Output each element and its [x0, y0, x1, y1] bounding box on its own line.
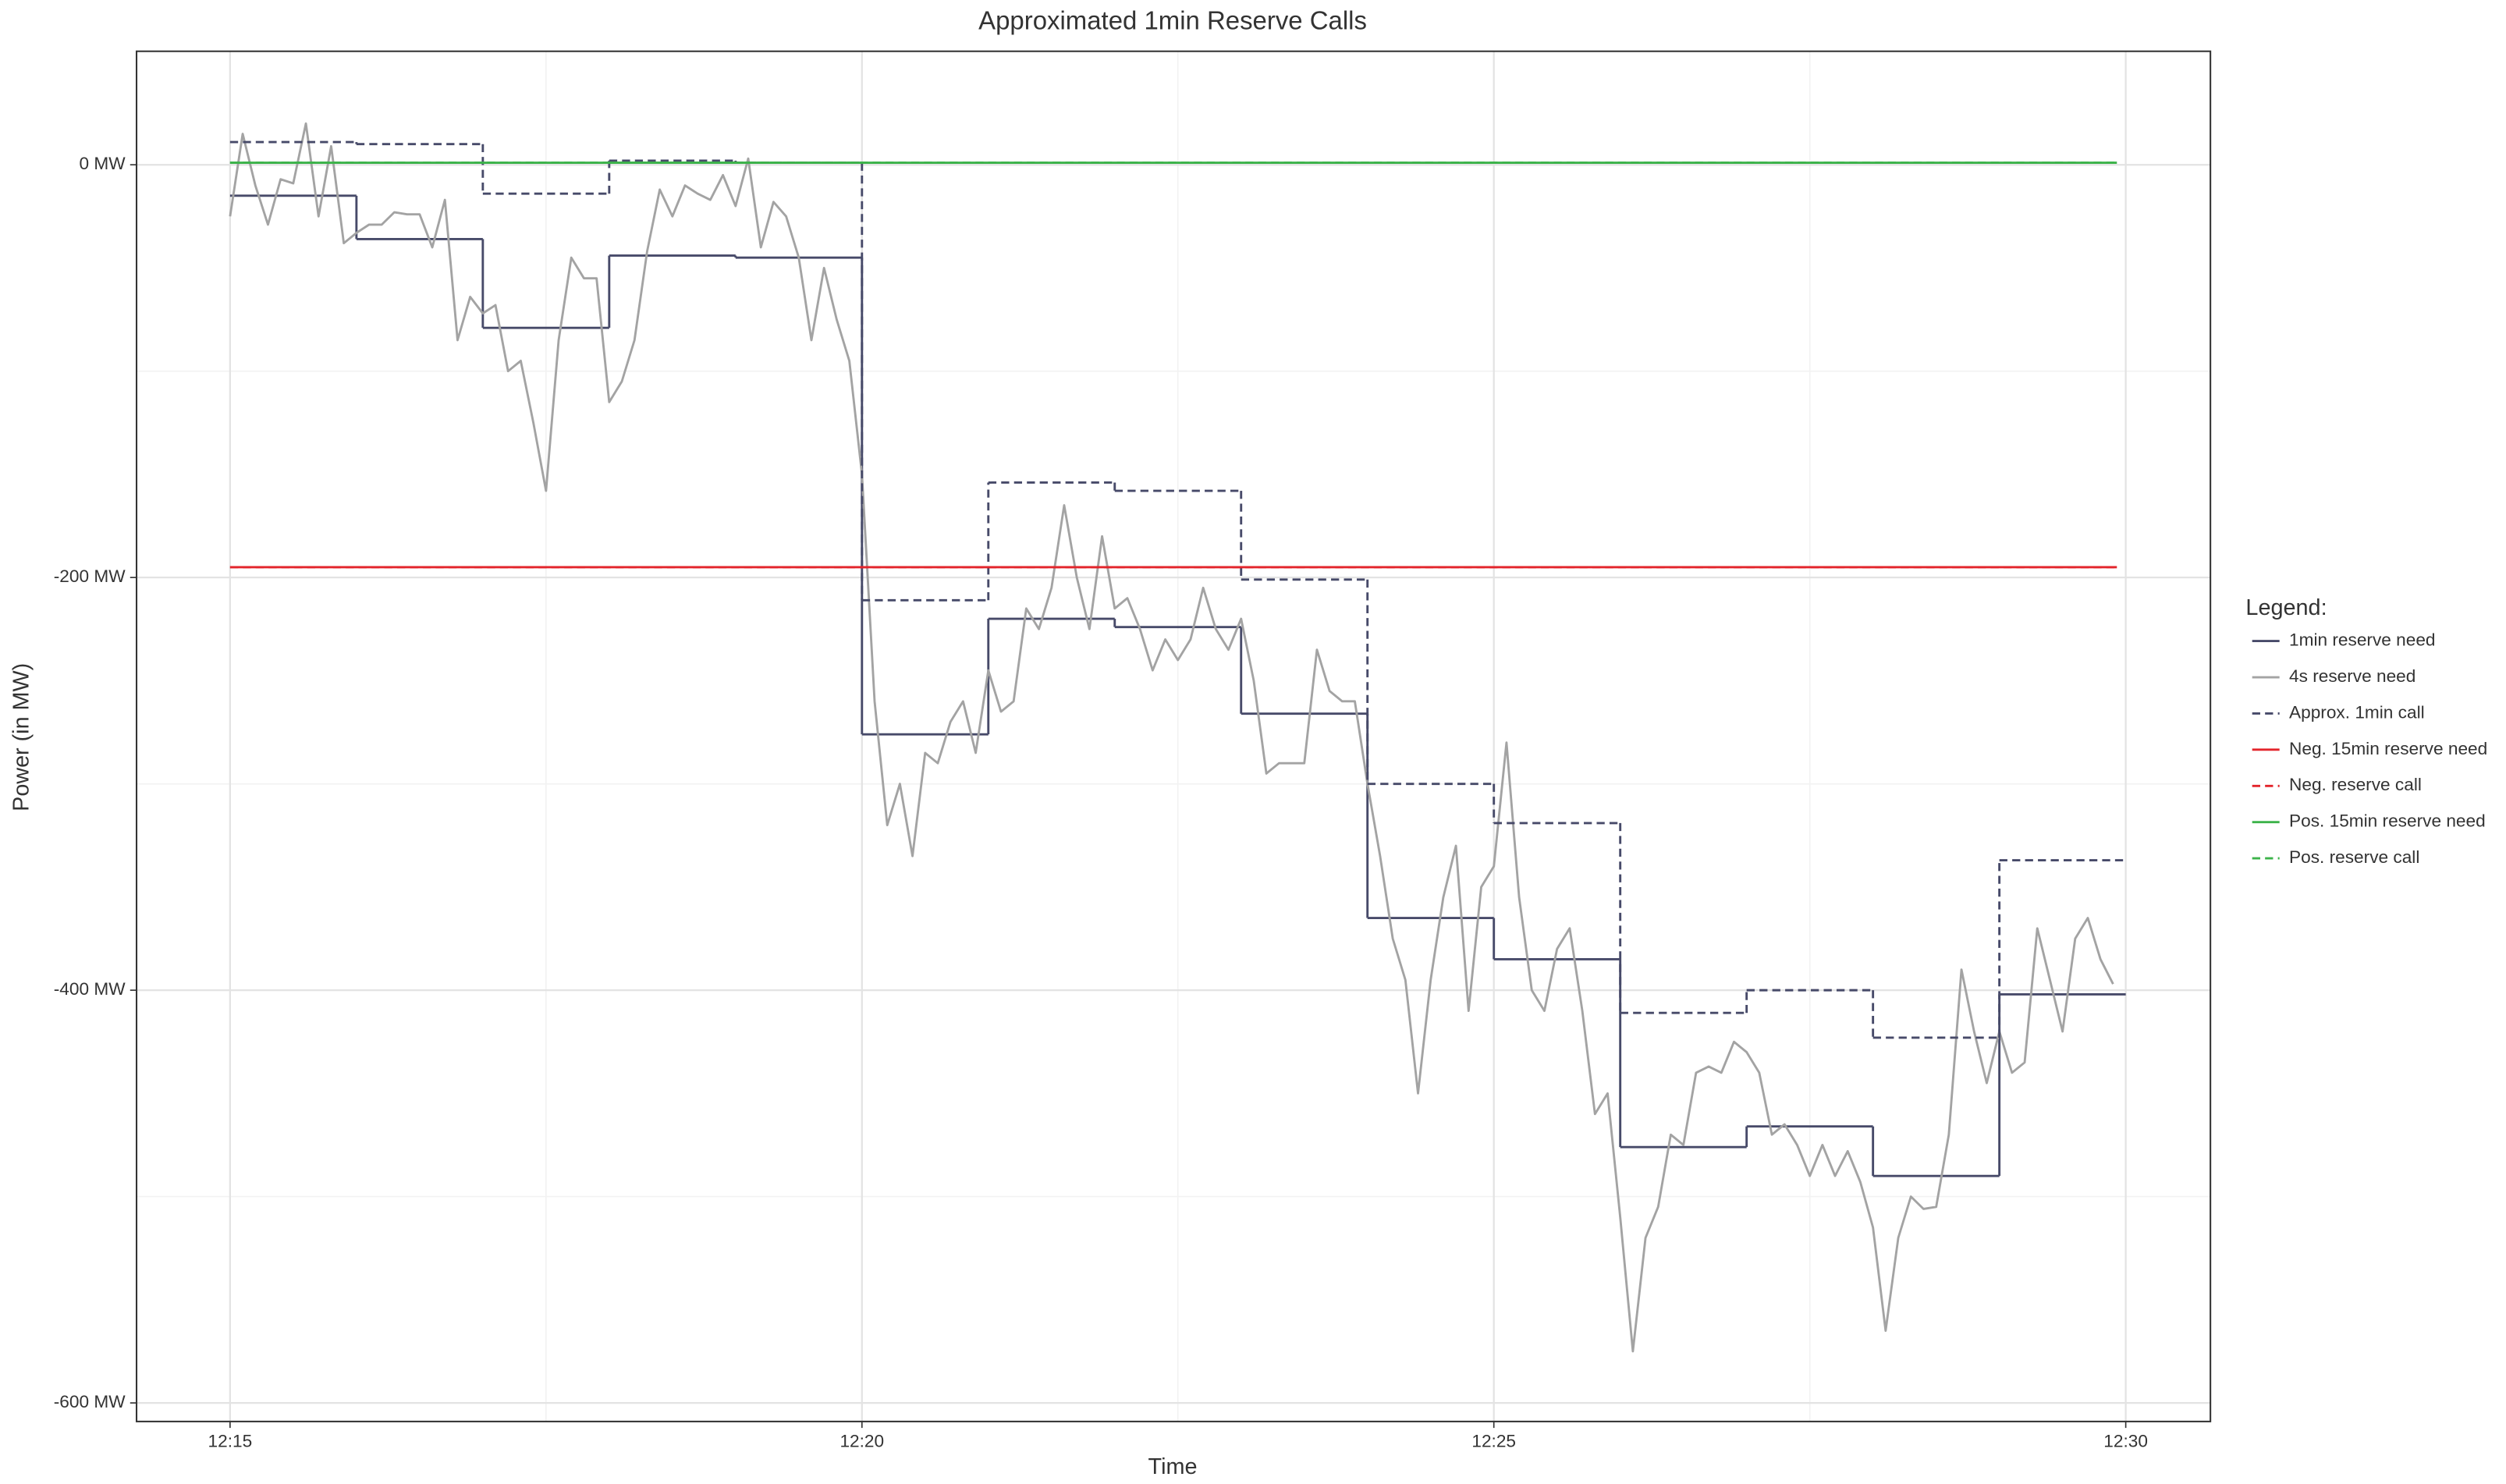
y-tick-label: 0 MW	[79, 154, 126, 173]
y-axis-label: Power (in MW)	[9, 663, 34, 811]
x-tick-label: 12:25	[1471, 1432, 1516, 1451]
y-tick-label: -600 MW	[54, 1392, 126, 1411]
legend-label: 4s reserve need	[2289, 666, 2415, 686]
x-tick-label: 12:20	[839, 1432, 884, 1451]
legend-label: Neg. reserve call	[2289, 775, 2422, 794]
legend-label: Approx. 1min call	[2289, 702, 2425, 722]
x-axis-label: Time	[1148, 1454, 1198, 1479]
legend-title: Legend:	[2245, 595, 2327, 620]
legend-label: Neg. 15min reserve need	[2289, 739, 2487, 758]
plot-border	[135, 50, 2212, 1422]
legend-label: Pos. 15min reserve need	[2289, 811, 2486, 831]
y-tick-label: -400 MW	[54, 979, 126, 999]
series-line	[229, 122, 2114, 1353]
x-tick-label: 12:15	[208, 1432, 253, 1451]
legend-label: 1min reserve need	[2289, 630, 2435, 650]
legend-label: Pos. reserve call	[2289, 847, 2419, 867]
y-tick-label: -200 MW	[54, 566, 126, 586]
x-tick-label: 12:30	[2103, 1432, 2148, 1451]
chart-title: Approximated 1min Reserve Calls	[978, 5, 1367, 34]
